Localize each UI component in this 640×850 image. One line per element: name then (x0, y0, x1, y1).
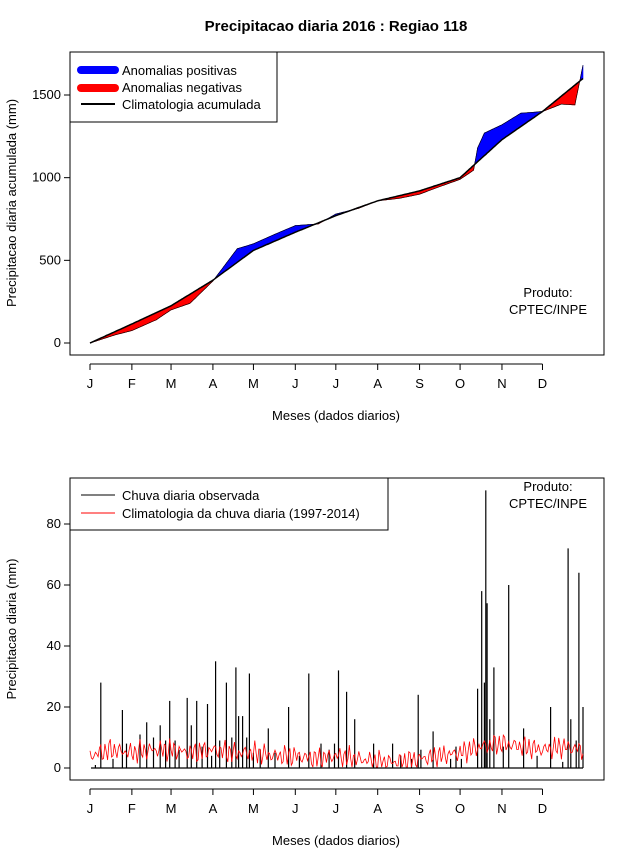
panel0-x-tick-label: A (209, 376, 218, 391)
figure-title: Precipitacao diaria 2016 : Regiao 118 (205, 18, 468, 35)
panel0-x-tick-label: J (87, 376, 94, 391)
panel0-x-tick-label: J (292, 376, 299, 391)
panel1-y-tick-label: 80 (47, 516, 61, 531)
panel1-x-tick-label: M (248, 801, 259, 816)
panel1-x-tick-label: J (87, 801, 94, 816)
x-axis-title: Meses (dados diarios) (272, 833, 400, 848)
producer-label: Produto: (523, 285, 572, 300)
panel0-y-tick-label: 0 (54, 335, 61, 350)
legend: Anomalias positivas Anomalias negativas … (69, 51, 278, 123)
panel0-x-tick-label: M (166, 376, 177, 391)
legend-label-observed: Chuva diaria observada (122, 488, 260, 503)
panel0-x-tick-label: J (333, 376, 340, 391)
panel1-y-tick-label: 0 (54, 760, 61, 775)
panel1-x-tick-label: N (497, 801, 506, 816)
legend-box (69, 477, 389, 531)
panel0-y-tick-label: 500 (39, 252, 61, 267)
panel0-x-tick-label: N (497, 376, 506, 391)
panel1-x-tick-label: J (333, 801, 340, 816)
panel1-x-tick-label: D (538, 801, 547, 816)
y-axis: 0 500 1000 1500 (32, 87, 71, 350)
panel0-x-tick-label: A (373, 376, 382, 391)
panel0-y-tick-label: 1000 (32, 170, 61, 185)
y-axis: 0 20 40 60 80 (47, 516, 71, 775)
panel0-x-tick-label: S (415, 376, 424, 391)
panel1-x-tick-label: F (128, 801, 136, 816)
legend-label-negative: Anomalias negativas (122, 80, 242, 95)
climatology-cumulative-line (89, 77, 584, 344)
observed-bars-layer (94, 490, 584, 768)
x-axis-title: Meses (dados diarios) (272, 408, 400, 423)
daily-panel: 0 20 40 60 80 J F M A M J J A S O N D Precipitacao diar… (4, 477, 605, 848)
panel0-x-tick-label: D (538, 376, 547, 391)
panel1-x-tick-label: A (209, 801, 218, 816)
panel0-x-tick-label: O (455, 376, 465, 391)
panel1-x-tick-label: S (415, 801, 424, 816)
legend-label-positive: Anomalias positivas (122, 63, 237, 78)
panel0-x-tick-label: F (128, 376, 136, 391)
panel1-x-tick-label: J (292, 801, 299, 816)
legend-label-climatology: Climatologia acumulada (122, 97, 262, 112)
daily-climatology-line (89, 734, 584, 769)
panel0-y-tick-label: 1500 (32, 87, 61, 102)
producer-name: CPTEC/INPE (509, 496, 587, 511)
panel1-y-tick-label: 40 (47, 638, 61, 653)
producer-label: Produto: (523, 479, 572, 494)
panel0-x-tick-label: M (248, 376, 259, 391)
y-axis-title: Precipitacao diaria (mm) (4, 559, 19, 700)
panel1-y-tick-label: 20 (47, 699, 61, 714)
panel1-x-tick-label: M (166, 801, 177, 816)
producer-name: CPTEC/INPE (509, 302, 587, 317)
panel1-x-tick-label: O (455, 801, 465, 816)
panel1-x-tick-label: A (373, 801, 382, 816)
legend: Chuva diaria observada Climatologia da c… (69, 477, 389, 531)
legend-label-climatology: Climatologia da chuva diaria (1997-2014) (122, 506, 360, 521)
observed-cumulative-line (89, 65, 584, 344)
y-axis-title: Precipitacao diaria acumulada (mm) (4, 99, 19, 307)
panel1-y-tick-label: 60 (47, 577, 61, 592)
cumulative-panel: 0 500 1000 1500 J F M A M J J A S O N D Precipitacao d… (4, 51, 605, 423)
